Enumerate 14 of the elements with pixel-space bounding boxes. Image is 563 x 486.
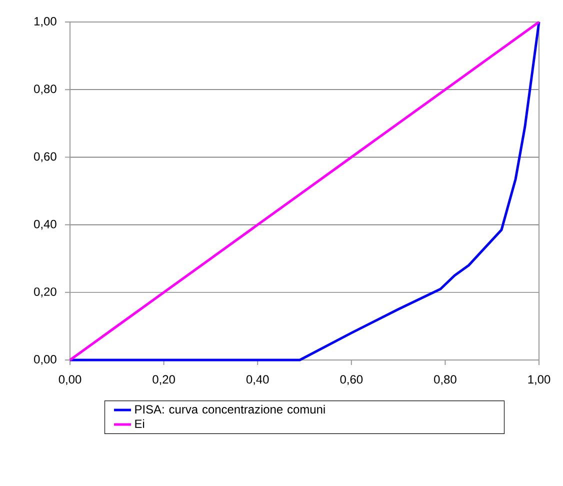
legend-label: Ei bbox=[135, 419, 144, 428]
y-tick-label: 0,60 bbox=[34, 152, 56, 162]
y-tick-label: 0,00 bbox=[34, 355, 56, 365]
x-tick-label: 0,00 bbox=[58, 375, 82, 386]
y-tick-label: 0,20 bbox=[34, 287, 56, 298]
y-tick-label: 0,80 bbox=[34, 84, 56, 95]
y-tick-label: 0,40 bbox=[34, 220, 56, 230]
x-tick-label: 1,00 bbox=[528, 375, 550, 386]
x-tick-label: 0,20 bbox=[152, 375, 175, 386]
legend-label: PISA: curva concentrazione comuni bbox=[135, 404, 325, 414]
x-tick-label: 0,80 bbox=[434, 375, 456, 386]
y-tick-label: 1,00 bbox=[34, 17, 56, 27]
x-tick-label: 0,40 bbox=[246, 375, 269, 386]
x-tick-label: 0,60 bbox=[340, 375, 363, 386]
